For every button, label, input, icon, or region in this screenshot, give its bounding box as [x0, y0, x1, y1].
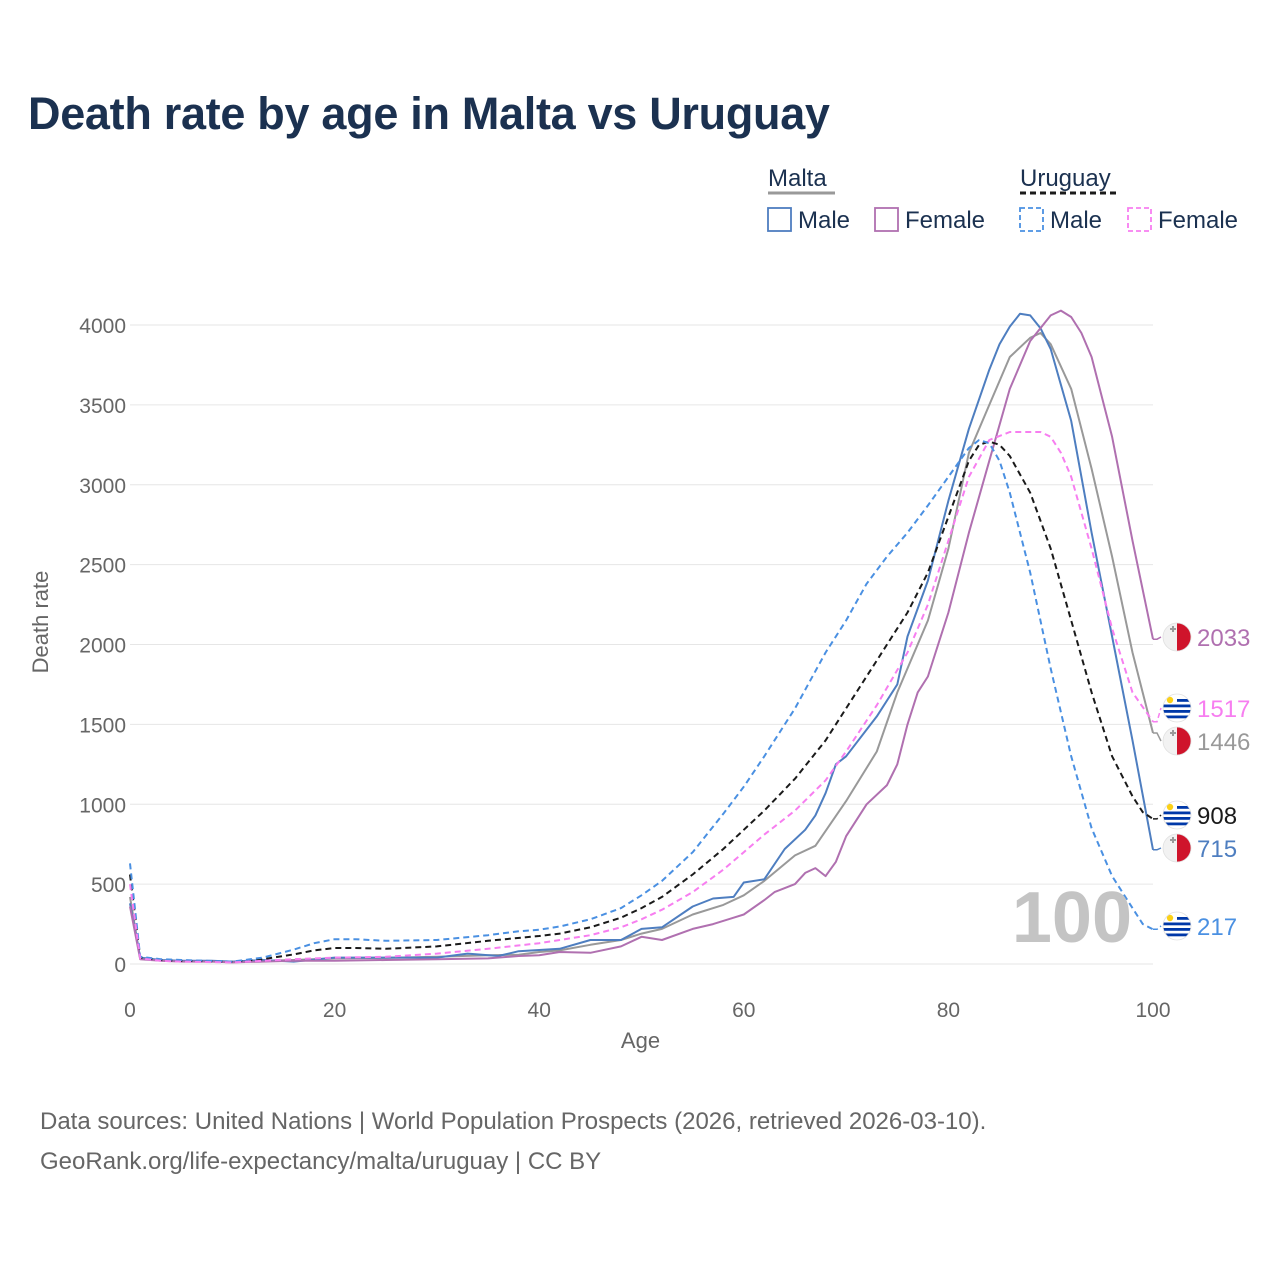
legend-swatch-uruguay-male[interactable]	[1019, 207, 1044, 232]
flag-part	[1170, 837, 1176, 843]
series-line-malta-male	[129, 312, 1154, 963]
series-line-malta-female	[129, 309, 1154, 964]
chart-title: Death rate by age in Malta vs Uruguay	[28, 88, 830, 139]
flag-stripe	[1163, 704, 1191, 708]
flag-stripe	[1163, 811, 1191, 815]
legend-label-malta-female[interactable]: Female	[905, 207, 985, 234]
flag-part	[1170, 626, 1176, 632]
legend-group-malta: Malta	[768, 165, 827, 192]
legend-label-malta-male[interactable]: Male	[798, 207, 850, 234]
flag-ring	[1162, 693, 1192, 723]
legend-swatch-malta-female[interactable]	[874, 207, 899, 232]
end-value-label: 715	[1197, 836, 1237, 863]
y-tick-label: 4000	[79, 315, 126, 338]
x-tick-label: 20	[323, 999, 346, 1022]
flag-stripe	[1163, 933, 1191, 937]
y-tick-label: 2500	[79, 555, 126, 578]
flag-part	[1177, 727, 1191, 755]
legend-label-uruguay-male[interactable]: Male	[1050, 207, 1102, 234]
x-axis-label: Age	[621, 1028, 660, 1053]
y-tick-label: 500	[91, 874, 126, 897]
y-tick-label: 1500	[79, 714, 126, 737]
end-value-label: 908	[1197, 803, 1237, 830]
leader-line	[1153, 814, 1162, 820]
flag-stripe	[1163, 922, 1191, 926]
axes: 0 500 1000 1500 2000 2500 3000 3500 4000 0 20 40 60 8…	[28, 315, 1171, 1053]
series-line-uruguay-total	[129, 440, 1154, 963]
flag-sun	[1166, 914, 1174, 922]
gridlines	[130, 324, 1153, 965]
y-axis-label: Death rate	[28, 571, 53, 674]
x-tick-label: 80	[937, 999, 960, 1022]
flag-stripe	[1163, 817, 1191, 820]
flag-ring	[1162, 726, 1192, 756]
flag-stripe	[1163, 715, 1191, 719]
y-tick-label: 1000	[79, 794, 126, 817]
end-labels: 1446 715 2033 908 217 1517	[1153, 622, 1250, 941]
flag-part	[1177, 834, 1191, 862]
x-tick-label: 40	[528, 999, 551, 1022]
flag-ring	[1162, 911, 1192, 941]
legend-swatch-malta-male[interactable]	[767, 207, 792, 232]
x-tick-label: 60	[732, 999, 755, 1022]
chart-svg: Malta Male Female Uruguay Male Female 0 500 100…	[28, 165, 1250, 1053]
end-value-label: 1517	[1197, 696, 1250, 723]
malta-flag-icon	[1162, 833, 1192, 863]
malta-flag-icon	[1162, 726, 1192, 756]
flag-ring	[1162, 833, 1192, 863]
legend: Malta Male Female Uruguay Male Female	[767, 165, 1238, 234]
leader-line	[1153, 707, 1162, 723]
flag-part	[1177, 623, 1191, 651]
flag-ring	[1162, 800, 1192, 830]
flag-stripe	[1163, 710, 1191, 713]
y-tick-label: 3000	[79, 475, 126, 498]
x-tick-label: 100	[1135, 999, 1170, 1022]
flag-part	[1170, 730, 1176, 736]
end-value-label: 217	[1197, 914, 1237, 941]
flag-sun	[1166, 803, 1174, 811]
x-tick-label: 0	[124, 999, 136, 1022]
uruguay-flag-icon	[1162, 693, 1192, 723]
end-value-label: 1446	[1197, 729, 1250, 756]
flag-ring	[1162, 622, 1192, 652]
year-watermark: 100	[1012, 878, 1132, 958]
series-line-uruguay-female	[129, 431, 1154, 964]
leader-line	[1153, 925, 1162, 931]
leader-line	[1153, 636, 1162, 640]
flag-stripe	[1163, 822, 1191, 826]
malta-flag-icon	[1162, 622, 1192, 652]
flag-stripe	[1163, 928, 1191, 931]
end-value-label: 2033	[1197, 625, 1250, 652]
y-tick-label: 2000	[79, 635, 126, 658]
leader-line	[1153, 732, 1162, 742]
data-source-note: Data sources: United Nations | World Pop…	[40, 1108, 987, 1135]
series	[129, 309, 1154, 964]
flag-sun	[1166, 696, 1174, 704]
legend-swatch-uruguay-female[interactable]	[1127, 207, 1152, 232]
leader-line	[1153, 847, 1162, 851]
legend-group-uruguay: Uruguay	[1020, 165, 1111, 192]
uruguay-flag-icon	[1162, 800, 1192, 830]
legend-label-uruguay-female[interactable]: Female	[1158, 207, 1238, 234]
credit-link[interactable]: GeoRank.org/life-expectancy/malta/urugua…	[40, 1148, 602, 1175]
uruguay-flag-icon	[1162, 911, 1192, 941]
series-line-uruguay-male	[129, 439, 1154, 963]
y-tick-label: 0	[114, 954, 126, 977]
y-tick-label: 3500	[79, 395, 126, 418]
